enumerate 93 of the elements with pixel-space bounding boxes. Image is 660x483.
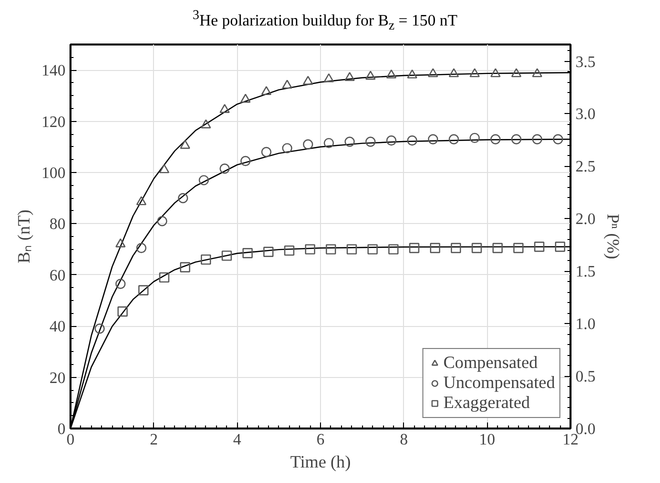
y2-tick-label: 2.5 — [576, 158, 596, 176]
point — [240, 94, 251, 103]
point — [511, 68, 522, 78]
y-tick-label: 0 — [58, 421, 66, 438]
point — [240, 156, 251, 166]
y-tick-label: 80 — [50, 216, 66, 234]
point — [302, 139, 314, 150]
point — [490, 68, 501, 78]
point — [200, 254, 212, 265]
y2-tick-label: 1.5 — [576, 264, 596, 281]
point — [346, 244, 357, 254]
x-tick-label: 8 — [400, 432, 408, 448]
point — [532, 68, 542, 78]
x-tick-label: 10 — [479, 432, 496, 448]
x-axis-title: Time (h) — [290, 452, 351, 472]
point — [180, 140, 190, 149]
point — [138, 285, 149, 296]
y2-tick-label: 3.0 — [576, 106, 596, 124]
legend-label: Uncompensated — [443, 373, 555, 393]
point — [344, 72, 355, 81]
point — [472, 242, 482, 254]
y2-axis-title: Pⁿ (%) — [604, 214, 622, 260]
point — [159, 164, 170, 174]
point — [115, 278, 126, 289]
point — [263, 246, 274, 257]
point — [492, 242, 503, 254]
point — [282, 143, 292, 154]
point — [365, 70, 376, 80]
y-tick-label: 140 — [42, 62, 66, 80]
point — [261, 146, 272, 158]
point — [344, 136, 355, 147]
point — [450, 242, 462, 254]
point — [198, 175, 209, 186]
y2-tick-label: 2.0 — [576, 211, 596, 228]
point — [428, 68, 438, 78]
y2-tick-label: 0.5 — [576, 368, 596, 386]
point — [180, 262, 190, 272]
point — [554, 242, 566, 252]
y-tick-label: 120 — [42, 114, 66, 131]
point — [534, 242, 544, 252]
point — [407, 69, 418, 78]
y-axis-title: Bₙ (nT) — [14, 209, 34, 264]
point — [552, 134, 564, 144]
point — [261, 86, 272, 96]
point — [222, 250, 232, 261]
point — [115, 238, 126, 248]
point — [367, 244, 378, 254]
point — [532, 134, 542, 144]
x-tick-label: 4 — [233, 432, 242, 448]
point — [448, 68, 459, 78]
point — [388, 244, 399, 254]
y-tick-label: 20 — [50, 370, 66, 387]
point — [94, 324, 105, 334]
point — [200, 119, 212, 128]
point — [302, 76, 314, 85]
point — [326, 244, 336, 254]
point — [220, 164, 230, 174]
point — [386, 69, 396, 78]
point — [117, 306, 128, 317]
point — [513, 242, 524, 254]
chart-title: $^{3}$He polarization buildup for B$_{z}$ = 150 nT — [192, 6, 458, 35]
point — [511, 134, 522, 144]
y2-tick-label: 1.0 — [576, 316, 596, 334]
point — [324, 73, 334, 82]
point — [470, 68, 480, 78]
legend-label: Exaggerated — [443, 393, 530, 413]
x-tick-label: 2 — [150, 432, 158, 448]
point — [448, 134, 459, 144]
y-tick-label: 40 — [50, 318, 66, 336]
point — [282, 80, 292, 89]
point — [430, 242, 440, 254]
point — [242, 248, 253, 258]
point — [386, 135, 396, 146]
y2-tick-label: 3.5 — [576, 54, 596, 71]
x-tick-label: 6 — [316, 432, 324, 448]
point — [324, 138, 334, 148]
legend-label: Compensated — [443, 353, 538, 373]
point — [365, 136, 376, 147]
point — [136, 196, 146, 206]
y-tick-label: 60 — [50, 267, 66, 284]
point — [304, 244, 316, 254]
point — [409, 242, 420, 254]
point — [407, 135, 418, 146]
point — [220, 104, 230, 113]
point — [157, 216, 168, 226]
point — [284, 245, 294, 256]
y-tick-label: 100 — [42, 165, 66, 182]
point — [178, 193, 188, 204]
point — [159, 272, 170, 283]
point — [428, 134, 438, 144]
point — [490, 134, 501, 144]
point — [470, 132, 480, 144]
point — [136, 242, 146, 254]
